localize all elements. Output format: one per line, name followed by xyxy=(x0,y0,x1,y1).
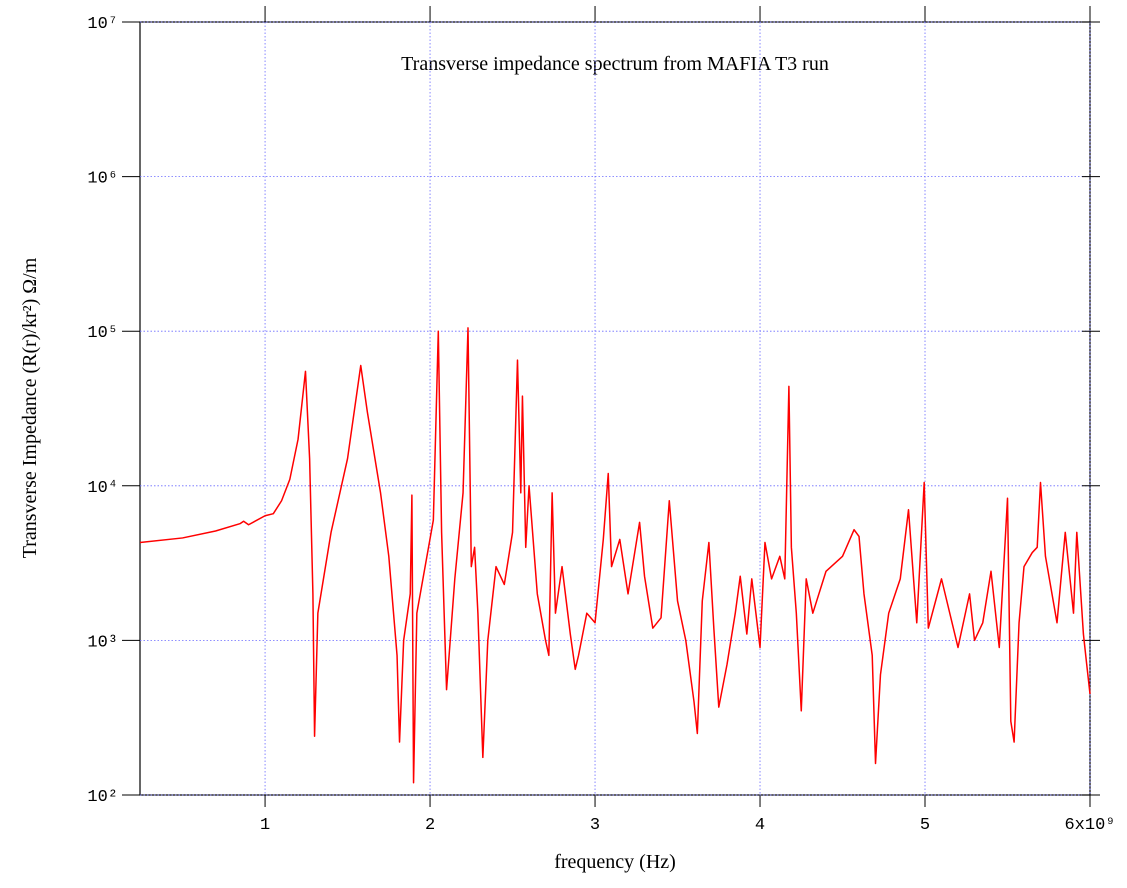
y-tick-label: 10² xyxy=(87,788,118,807)
x-axis-label: frequency (Hz) xyxy=(554,851,676,873)
x-tick-label: 5 xyxy=(920,816,930,835)
chart-title: Transverse impedance spectrum from MAFIA… xyxy=(401,53,829,75)
y-tick-label: 10⁷ xyxy=(87,15,118,34)
x-tick-label: 2 xyxy=(425,816,435,835)
y-tick-label: 10³ xyxy=(87,633,118,652)
data-line xyxy=(139,327,1091,784)
x-tick-label: 1 xyxy=(260,816,270,835)
y-tick-label: 10⁴ xyxy=(87,479,118,498)
x-tick-label: 3 xyxy=(590,816,600,835)
x-tick-label: 4 xyxy=(755,816,765,835)
y-tick-label: 10⁶ xyxy=(87,170,118,189)
plot-frame xyxy=(139,21,1091,796)
x-tick-label: 6x10⁹ xyxy=(1064,816,1115,835)
y-axis-label: Transverse Impedance (R(r)/kr²) Ω/m xyxy=(19,257,41,558)
y-tick-label: 10⁵ xyxy=(87,324,118,343)
